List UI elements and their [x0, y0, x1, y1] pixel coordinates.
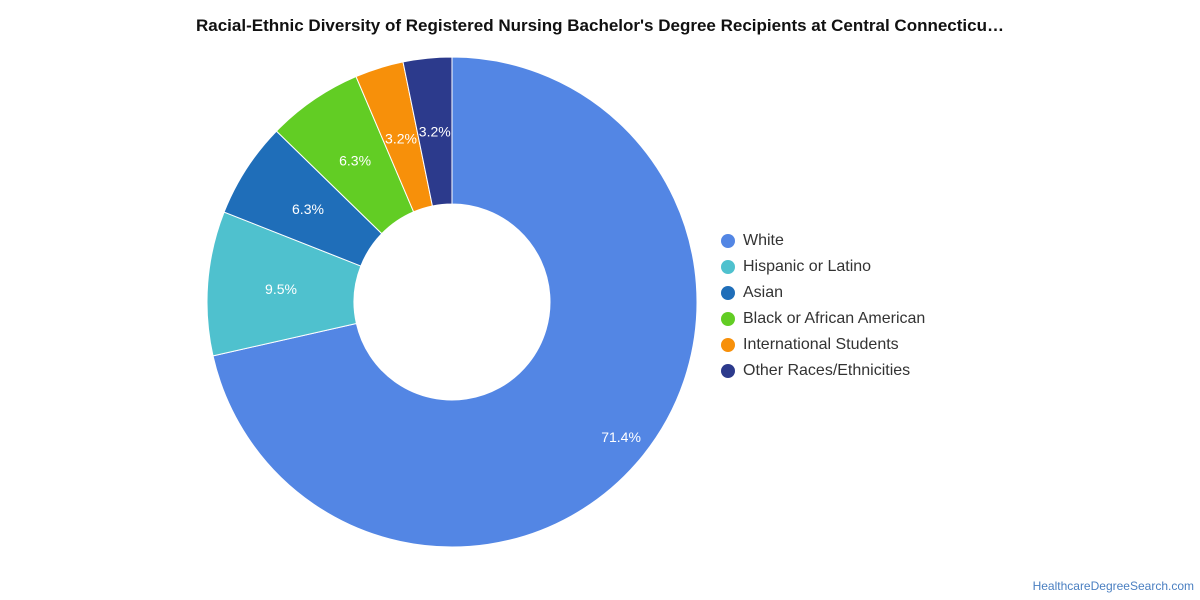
- legend-label: Other Races/Ethnicities: [743, 362, 911, 379]
- legend-dot-icon: [721, 338, 735, 352]
- legend-dot-icon: [721, 312, 735, 326]
- slice-other-races-ethnicities[interactable]: [402, 56, 453, 207]
- slice-label-other-races-ethnicities: 3.2%: [419, 123, 451, 139]
- legend-label: Hispanic or Latino: [743, 258, 872, 275]
- legend-item-asian[interactable]: Asian: [721, 280, 925, 306]
- legend-label: International Students: [743, 336, 899, 353]
- legend-dot-icon: [721, 260, 735, 274]
- legend-dot-icon: [721, 364, 735, 378]
- slice-label-black-or-african-american: 6.3%: [339, 153, 371, 169]
- chart-legend: White Hispanic or Latino Asian Black or Afr…: [721, 228, 925, 384]
- slice-white[interactable]: [212, 56, 698, 548]
- legend-label: White: [743, 232, 784, 249]
- legend-item-other-races-ethnicities[interactable]: Other Races/Ethnicities: [721, 358, 925, 384]
- slice-label-hispanic-or-latino: 9.5%: [265, 281, 297, 297]
- slice-label-white: 71.4%: [601, 429, 641, 445]
- legend-dot-icon: [721, 286, 735, 300]
- chart-title: Racial-Ethnic Diversity of Registered Nu…: [196, 16, 1004, 35]
- legend-item-hispanic-or-latino[interactable]: Hispanic or Latino: [721, 254, 925, 280]
- legend-item-black-or-african-american[interactable]: Black or African American: [721, 306, 925, 332]
- legend-label: Black or African American: [743, 310, 926, 327]
- source-link[interactable]: HealthcareDegreeSearch.com: [1032, 579, 1194, 593]
- legend-label: Asian: [743, 284, 784, 301]
- legend-item-white[interactable]: White: [721, 228, 925, 254]
- slice-label-asian: 6.3%: [292, 201, 324, 217]
- slice-label-international-students: 3.2%: [385, 130, 417, 146]
- legend-item-international-students[interactable]: International Students: [721, 332, 925, 358]
- legend-dot-icon: [721, 234, 735, 248]
